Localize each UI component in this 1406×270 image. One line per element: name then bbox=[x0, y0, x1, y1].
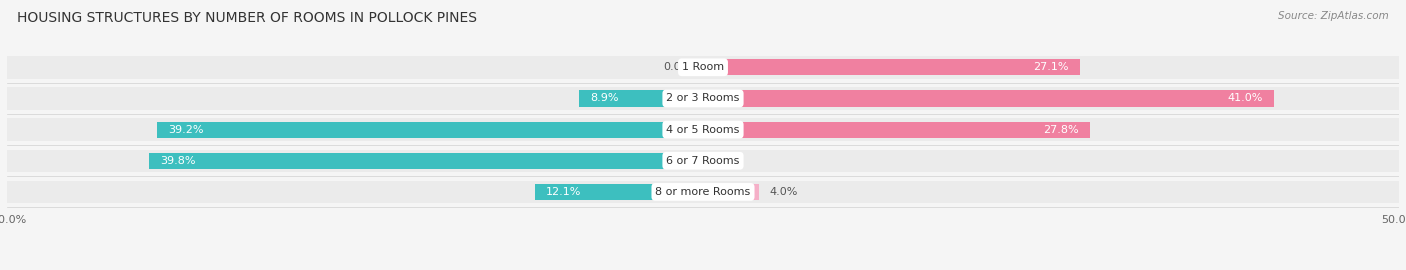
Text: 27.1%: 27.1% bbox=[1033, 62, 1069, 72]
Text: 0.0%: 0.0% bbox=[664, 62, 692, 72]
Bar bbox=[7, 181, 1399, 203]
Text: 8.9%: 8.9% bbox=[591, 93, 619, 103]
Bar bbox=[579, 90, 703, 107]
Bar bbox=[7, 56, 1399, 79]
Bar bbox=[703, 59, 1080, 75]
Bar bbox=[703, 184, 759, 200]
Text: 39.2%: 39.2% bbox=[169, 124, 204, 135]
Text: 1 Room: 1 Room bbox=[682, 62, 724, 72]
Bar bbox=[703, 90, 1274, 107]
Bar bbox=[157, 122, 703, 138]
Bar bbox=[7, 150, 1399, 172]
Text: 2 or 3 Rooms: 2 or 3 Rooms bbox=[666, 93, 740, 103]
Text: 6 or 7 Rooms: 6 or 7 Rooms bbox=[666, 156, 740, 166]
Bar bbox=[534, 184, 703, 200]
Text: Source: ZipAtlas.com: Source: ZipAtlas.com bbox=[1278, 11, 1389, 21]
Text: 39.8%: 39.8% bbox=[160, 156, 195, 166]
Bar bbox=[149, 153, 703, 169]
Text: 41.0%: 41.0% bbox=[1227, 93, 1263, 103]
Text: 12.1%: 12.1% bbox=[546, 187, 581, 197]
Text: 0.0%: 0.0% bbox=[714, 156, 742, 166]
Bar bbox=[7, 118, 1399, 141]
Text: 4 or 5 Rooms: 4 or 5 Rooms bbox=[666, 124, 740, 135]
Text: 27.8%: 27.8% bbox=[1043, 124, 1078, 135]
Bar bbox=[703, 122, 1090, 138]
Text: 4.0%: 4.0% bbox=[770, 187, 799, 197]
Text: HOUSING STRUCTURES BY NUMBER OF ROOMS IN POLLOCK PINES: HOUSING STRUCTURES BY NUMBER OF ROOMS IN… bbox=[17, 11, 477, 25]
Bar bbox=[7, 87, 1399, 110]
Text: 8 or more Rooms: 8 or more Rooms bbox=[655, 187, 751, 197]
